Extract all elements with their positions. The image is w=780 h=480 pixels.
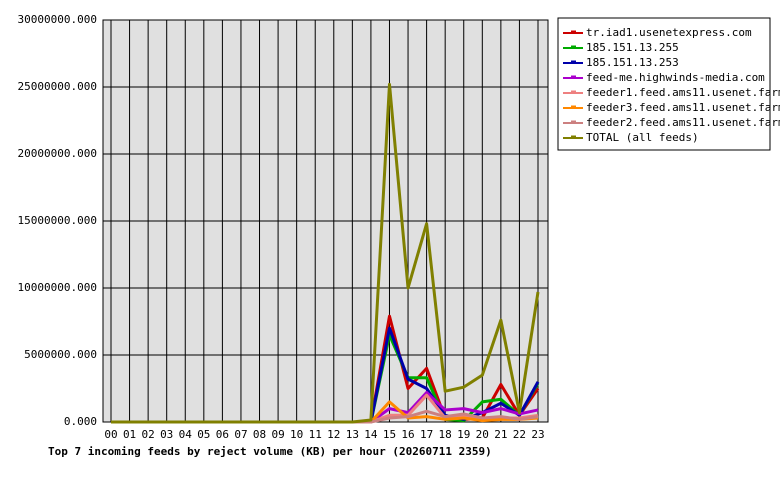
y-tick-label: 10000000.000 xyxy=(18,281,97,294)
x-tick-label: 06 xyxy=(216,428,229,441)
legend-marker xyxy=(571,45,576,49)
x-tick-label: 18 xyxy=(439,428,452,441)
x-tick-label: 22 xyxy=(513,428,526,441)
x-tick-label: 17 xyxy=(420,428,433,441)
y-tick-label: 15000000.000 xyxy=(18,214,97,227)
x-tick-label: 23 xyxy=(531,428,544,441)
y-tick-label: 0.000 xyxy=(64,415,97,428)
legend-label: feeder1.feed.ams11.usenet.farm xyxy=(586,86,780,99)
x-tick-label: 07 xyxy=(234,428,247,441)
legend-box xyxy=(557,17,771,151)
x-tick-label: 13 xyxy=(346,428,359,441)
y-tick-label: 25000000.000 xyxy=(18,80,97,93)
x-tick-label: 05 xyxy=(197,428,210,441)
legend-label: feeder3.feed.ams11.usenet.farm xyxy=(586,101,780,114)
x-tick-label: 15 xyxy=(383,428,396,441)
x-tick-label: 14 xyxy=(364,428,378,441)
x-tick-label: 20 xyxy=(476,428,489,441)
x-tick-label: 00 xyxy=(104,428,117,441)
legend-marker xyxy=(571,60,576,64)
y-tick-label: 5000000.000 xyxy=(24,348,97,361)
x-tick-label: 09 xyxy=(271,428,284,441)
y-tick-label: 20000000.000 xyxy=(18,147,97,160)
legend-label: feeder2.feed.ams11.usenet.farm xyxy=(586,116,780,129)
x-tick-label: 08 xyxy=(253,428,266,441)
x-tick-label: 10 xyxy=(290,428,303,441)
x-tick-label: 12 xyxy=(327,428,340,441)
legend-label: tr.iad1.usenetexpress.com xyxy=(586,26,752,39)
legend-label: 185.151.13.255 xyxy=(586,41,679,54)
x-tick-label: 21 xyxy=(494,428,507,441)
legend-marker xyxy=(571,90,576,94)
legend-marker xyxy=(571,75,576,79)
x-tick-label: 19 xyxy=(457,428,470,441)
legend-label: feed-me.highwinds-media.com xyxy=(586,71,765,84)
x-tick-label: 03 xyxy=(160,428,173,441)
x-tick-label: 01 xyxy=(123,428,136,441)
legend-marker xyxy=(571,105,576,109)
legend-label: TOTAL (all feeds) xyxy=(586,131,699,144)
legend-marker xyxy=(571,30,576,34)
series-line xyxy=(111,82,540,424)
x-tick-label: 04 xyxy=(179,428,193,441)
x-tick-label: 16 xyxy=(401,428,414,441)
x-tick-label: 11 xyxy=(309,428,322,441)
y-tick-label: 30000000.000 xyxy=(18,13,97,26)
x-tick-label: 02 xyxy=(142,428,155,441)
legend-marker xyxy=(571,135,576,139)
legend-label: 185.151.13.253 xyxy=(586,56,679,69)
chart-title: Top 7 incoming feeds by reject volume (K… xyxy=(48,445,492,458)
legend-marker xyxy=(571,120,576,124)
